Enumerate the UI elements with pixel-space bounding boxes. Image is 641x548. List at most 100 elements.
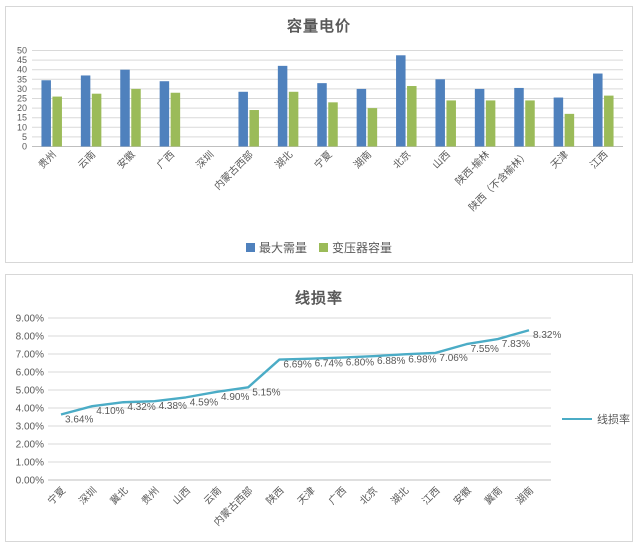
y-axis-tick-label: 5: [22, 132, 27, 142]
legend-item-transformer-capacity[interactable]: 变压器容量: [319, 239, 392, 256]
x-axis-tick-label: 江西: [420, 485, 443, 508]
x-axis-tick-label: 云南: [75, 148, 98, 171]
bar-最大需量-安徽[interactable]: [120, 69, 130, 147]
bar-最大需量-云南[interactable]: [80, 75, 91, 147]
line-chart-legend[interactable]: 线损率: [562, 411, 630, 427]
y-axis-tick-label: 1.00%: [16, 458, 44, 469]
bar-最大需量-陕西（不含榆林）[interactable]: [514, 87, 524, 147]
bar-变压器容量-天津[interactable]: [564, 113, 575, 147]
x-axis-tick-label: 山西: [430, 149, 453, 172]
y-axis-tick-label: 30: [17, 84, 27, 94]
x-axis-tick-label: 冀南: [482, 484, 505, 507]
data-label: 7.83%: [502, 339, 530, 350]
x-axis-tick-label: 宁夏: [45, 484, 68, 507]
x-axis-tick-label: 深圳: [77, 485, 100, 508]
y-axis-tick-label: 45: [17, 55, 27, 65]
bar-chart-legend: 最大需量 变压器容量: [6, 238, 632, 256]
bar-变压器容量-湖北[interactable]: [288, 91, 299, 147]
bar-变压器容量-安徽[interactable]: [131, 88, 141, 147]
legend-item-max-demand[interactable]: 最大需量: [245, 239, 307, 256]
bar-变压器容量-陕西-榆林[interactable]: [485, 100, 496, 147]
y-axis-tick-label: 15: [17, 113, 27, 123]
x-axis-tick-label: 宁夏: [311, 148, 334, 171]
bar-最大需量-湖北[interactable]: [277, 65, 288, 147]
x-axis-tick-label: 山西: [170, 485, 193, 508]
data-label: 5.15%: [252, 387, 280, 398]
bar-最大需量-广西[interactable]: [159, 81, 170, 147]
bar-最大需量-山西[interactable]: [435, 79, 445, 147]
legend-label-transformer-capacity: 变压器容量: [332, 240, 393, 255]
data-label: 8.32%: [533, 330, 561, 341]
x-axis-tick-label: 天津: [548, 149, 571, 172]
x-axis-tick-label: 天津: [295, 485, 318, 508]
x-axis-tick-label: 陕西-榆林: [452, 148, 492, 188]
data-label: 6.88%: [377, 356, 405, 367]
x-axis-tick-label: 深圳: [194, 149, 217, 172]
data-label: 4.59%: [190, 397, 218, 408]
y-axis-tick-label: 20: [17, 103, 27, 113]
x-axis-tick-label: 云南: [201, 484, 224, 507]
y-axis-tick-label: 4.00%: [16, 404, 44, 415]
bar-chart-plot-area: 05101520253035404550 贵州 云南 安徽 广西 深圳内蒙古西部 湖北 宁夏湖…: [17, 46, 623, 214]
x-axis-tick-label: 湖北: [389, 485, 412, 508]
capacity-price-chart-panel: 容量电价 0 5 10 15 20 25 30 35 40 45 50 贵州 云南 安徽 广西 深圳 内蒙古西部…: [5, 6, 633, 263]
data-label: 4.38%: [159, 401, 187, 412]
y-axis-tick-label: 0.00%: [16, 476, 44, 487]
y-axis-tick-label: 9.00%: [16, 314, 44, 325]
line-loss-swatch-icon: [562, 418, 592, 420]
data-label: 4.90%: [221, 392, 249, 403]
bar-最大需量-江西[interactable]: [593, 73, 603, 147]
bar-变压器容量-江西[interactable]: [604, 95, 614, 147]
bar-变压器容量-湖南[interactable]: [367, 108, 378, 147]
x-axis-tick-label: 湖南: [513, 484, 536, 507]
line-loss-rate-chart-panel: 线损率 0.00% 1.00% 2.00% 3.00% 4.00% 5.00% 6.00% 7…: [5, 274, 633, 542]
legend-label-line-loss: 线损率: [597, 414, 630, 426]
bar-变压器容量-山西[interactable]: [446, 100, 456, 147]
bar-变压器容量-云南[interactable]: [91, 93, 102, 147]
data-label: 7.06%: [439, 353, 467, 364]
bar-最大需量-贵州[interactable]: [41, 80, 51, 147]
x-axis-tick-label: 冀北: [107, 484, 130, 507]
y-axis-tick-label: 5.00%: [16, 386, 44, 397]
x-axis-tick-label: 湖北: [273, 149, 296, 172]
y-axis-tick-label: 35: [17, 74, 27, 84]
y-axis-tick-label: 6.00%: [16, 368, 44, 379]
bar-变压器容量-贵州[interactable]: [52, 96, 62, 147]
data-label: 7.55%: [471, 344, 499, 355]
bar-最大需量-北京[interactable]: [396, 55, 406, 147]
x-axis-tick-label: 陕西: [263, 484, 286, 507]
y-axis-tick-label: 25: [17, 94, 27, 104]
y-axis-tick-label: 2.00%: [16, 440, 44, 451]
bar-变压器容量-北京[interactable]: [407, 86, 417, 147]
x-axis-tick-label: 内蒙古西部: [211, 148, 256, 193]
bar-最大需量-天津[interactable]: [553, 97, 564, 147]
bar-变压器容量-内蒙古西部[interactable]: [249, 110, 259, 147]
data-label: 6.74%: [315, 359, 343, 370]
bar-变压器容量-宁夏[interactable]: [328, 102, 338, 147]
y-axis-tick-label: 50: [17, 46, 27, 56]
bar-最大需量-湖南[interactable]: [356, 88, 367, 147]
x-axis-tick-label: 安徽: [114, 148, 137, 171]
bar-最大需量-内蒙古西部[interactable]: [238, 91, 248, 147]
bar-最大需量-宁夏[interactable]: [317, 83, 327, 147]
bar-变压器容量-广西[interactable]: [170, 92, 181, 147]
line-chart-title: 线损率: [294, 290, 343, 307]
x-axis-tick-label: 湖南: [351, 148, 374, 171]
y-axis-tick-label: 3.00%: [16, 422, 44, 433]
x-axis-tick-label: 江西: [588, 149, 611, 172]
y-axis-tick-label: 7.00%: [16, 350, 44, 361]
legend-label-max-demand: 最大需量: [258, 240, 307, 255]
line-series-线损率[interactable]: [60, 329, 530, 416]
x-axis-tick-label: 北京: [357, 484, 380, 507]
bar-最大需量-陕西-榆林[interactable]: [474, 88, 485, 147]
data-label: 4.10%: [96, 406, 124, 417]
bar-变压器容量-陕西（不含榆林）[interactable]: [525, 100, 535, 147]
y-axis-tick-label: 40: [17, 65, 27, 75]
y-axis-tick-label: 0: [22, 142, 27, 152]
data-label: 6.69%: [283, 360, 311, 371]
bar-chart-title: 容量电价: [286, 18, 351, 35]
y-axis-tick-label: 8.00%: [16, 332, 44, 343]
max-demand-swatch-icon: [245, 242, 255, 252]
data-label: 6.80%: [346, 358, 374, 369]
y-axis-tick-label: 10: [17, 122, 27, 132]
